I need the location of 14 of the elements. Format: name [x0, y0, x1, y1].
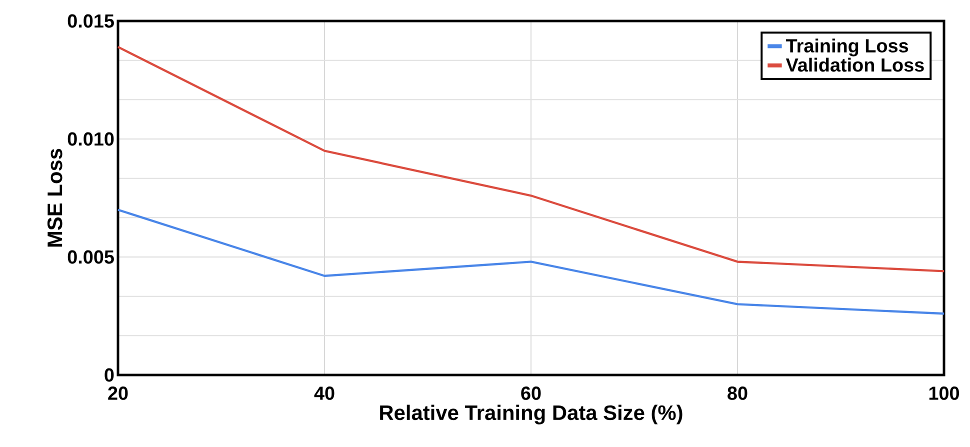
legend-label: Training Loss [786, 38, 908, 56]
x-tick-label: 80 [728, 386, 748, 400]
x-tick-label: 40 [314, 386, 334, 400]
x-tick-label: 100 [929, 386, 960, 400]
y-tick-label: 0.010 [68, 132, 114, 146]
x-tick-label: 60 [521, 386, 541, 400]
y-axis-title: MSE Loss [47, 148, 62, 247]
y-tick-label: 0 [104, 368, 114, 382]
x-axis-title: Relative Training Data Size (%) [380, 404, 682, 424]
line-series [116, 208, 946, 315]
x-tick-label: 20 [108, 386, 128, 400]
y-tick-label: 0.005 [68, 250, 114, 264]
legend-label: Validation Loss [786, 58, 924, 72]
y-tick-label: 0.015 [68, 14, 114, 28]
